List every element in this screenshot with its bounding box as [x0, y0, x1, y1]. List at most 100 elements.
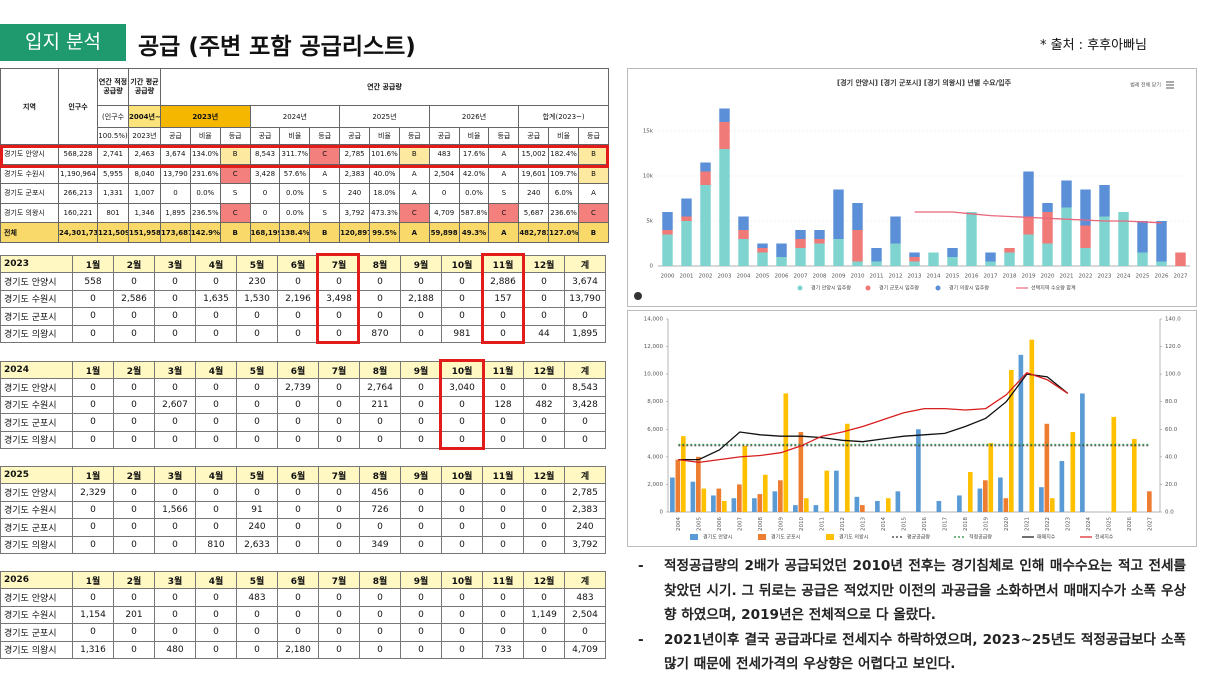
month-header: 9월	[400, 254, 442, 274]
value-cell: 2,188	[400, 289, 442, 309]
bar	[670, 477, 675, 512]
y-tick-label: 15k	[643, 129, 654, 135]
value-cell: 138.4%	[279, 222, 311, 243]
month-header: 1월	[72, 254, 114, 274]
month-header: 7월	[318, 570, 360, 590]
value-cell: 0	[400, 307, 442, 326]
header-cell: 등급	[309, 127, 341, 145]
bar	[967, 472, 973, 512]
bar	[742, 445, 748, 512]
bar	[1080, 248, 1091, 266]
bar	[1147, 491, 1152, 512]
x-tick-label: 2018	[963, 517, 969, 531]
value-cell: 168,199	[249, 222, 281, 243]
bar	[783, 393, 789, 512]
x-tick-label: 2012	[840, 517, 846, 531]
value-cell: 0	[523, 500, 565, 520]
grade-cell: S	[309, 202, 341, 224]
bar	[1137, 221, 1148, 253]
bar	[871, 261, 882, 266]
data-row: 경기도 의왕시 0 0 0 0 0 0 0 0 0 0 0 0 0	[0, 430, 606, 449]
bar	[1061, 180, 1072, 208]
chart-title: [경기 안양시] [경기 군포시] [경기 의왕시] 년별 수요/입주	[837, 78, 1012, 87]
bar	[1061, 207, 1072, 266]
value-cell: 0	[195, 640, 237, 659]
bar	[844, 423, 850, 512]
menu-icon[interactable]	[1166, 81, 1174, 89]
value-cell: 0	[400, 395, 442, 415]
value-cell: 0	[318, 588, 360, 607]
value-cell: 0	[523, 640, 565, 659]
value-cell: 981	[441, 324, 483, 343]
data-row: 경기도 의왕시 0 0 0 810 2,633 0 0 349 0 0 0 0 3,792	[0, 535, 606, 554]
legend-swatch	[865, 285, 871, 291]
value-cell: 0	[359, 605, 401, 625]
bar	[803, 498, 809, 512]
value-cell: 810	[195, 535, 237, 554]
bar	[966, 212, 977, 266]
value-cell: 0	[72, 588, 114, 607]
region-cell: 경기도 의왕시	[0, 430, 73, 449]
data-row: 경기도 안양시 0 0 0 0 483 0 0 0 0 0 0 0 483	[0, 588, 606, 607]
header-cell: 등급	[578, 127, 609, 145]
month-header: 8월	[359, 570, 401, 590]
region-cell: 경기도 군포시	[0, 518, 73, 537]
bar	[681, 216, 692, 221]
bar	[988, 443, 994, 512]
bar	[701, 488, 707, 512]
value-cell: 2,785	[564, 483, 606, 502]
legend-label: 전세지수	[1095, 534, 1114, 541]
bar	[696, 456, 701, 512]
y-tick-label: 0	[650, 264, 654, 270]
value-cell: 349	[359, 535, 401, 554]
value-cell: 0	[113, 588, 155, 607]
value-cell: 0	[441, 518, 483, 537]
value-cell: 0	[113, 307, 155, 326]
bar	[711, 495, 716, 512]
bar	[1044, 423, 1050, 512]
value-cell: 0	[400, 518, 442, 537]
bar	[1042, 243, 1053, 266]
x-tick-label: 2000	[661, 274, 675, 280]
value-cell: 1,530	[236, 289, 278, 309]
legend-label: 경기 의왕시 입주량	[949, 285, 989, 292]
value-cell: 0.0%	[458, 183, 490, 204]
value-cell: 2,196	[277, 289, 319, 309]
x-tick-label: 2019	[1022, 274, 1036, 280]
header-cell: 100.5%)	[97, 127, 129, 145]
legend-toggle[interactable]: 범례 전체 닫기	[1130, 82, 1161, 89]
value-cell: 0	[359, 588, 401, 607]
month-header: 10월	[441, 254, 483, 274]
bar	[1004, 248, 1015, 253]
value-cell: 0	[400, 272, 442, 291]
bar	[1118, 212, 1129, 266]
value-cell: 0	[441, 483, 483, 502]
region-cell: 경기도 의왕시	[0, 535, 73, 554]
header-cell: 2023년	[160, 105, 251, 128]
chart-panel: 0 2,000 4,000 6,000 8,000 10,000 12,000 14,000 0…	[627, 310, 1197, 547]
value-cell: 0	[195, 324, 237, 343]
y2-tick-label: 100.0	[1165, 372, 1181, 378]
header-row: 2024 1월 2월 3월 4월 5월 6월 7월 8월 9월 10월 11월 12월 계	[0, 360, 606, 380]
month-header: 11월	[482, 465, 524, 485]
month-header: 8월	[359, 254, 401, 274]
grade-cell: A	[578, 183, 609, 204]
region-cell: 전체	[0, 222, 59, 243]
value-cell: 0	[113, 640, 155, 659]
value-cell: 1,895	[160, 202, 191, 224]
value-cell: 0	[482, 413, 524, 432]
x-tick-label: 2015	[901, 517, 907, 531]
bar	[985, 261, 996, 266]
bar	[716, 488, 722, 512]
month-header: 12월	[523, 465, 565, 485]
grade-cell: C	[578, 202, 609, 224]
data-row: 경기도 안양시 2,329 0 0 0 0 0 0 456 0 0 0 0 2,785	[0, 483, 606, 502]
month-header: 11월	[482, 360, 524, 380]
bar	[662, 212, 673, 230]
y2-tick-label: 80.0	[1165, 399, 1178, 405]
bar	[983, 480, 988, 512]
bar	[1023, 234, 1034, 266]
value-cell: 0	[523, 430, 565, 449]
region-cell: 경기도 안양시	[0, 483, 73, 502]
